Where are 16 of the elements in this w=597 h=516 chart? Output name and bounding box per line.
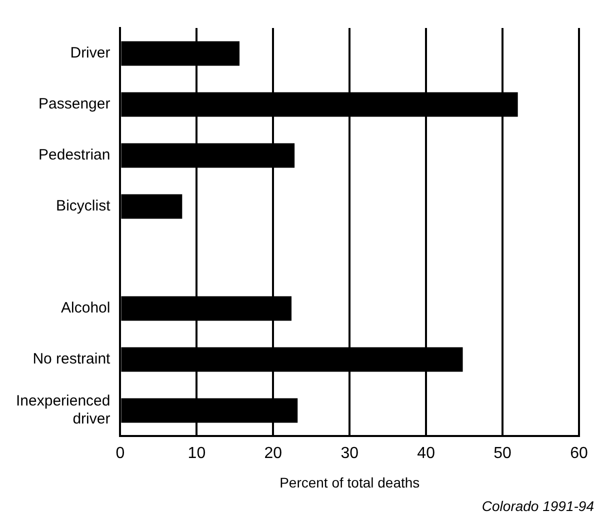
- y-tick-label: No restraint: [32, 350, 112, 368]
- x-tick-label: 50: [494, 445, 512, 462]
- x-tick-label: 20: [264, 445, 282, 462]
- y-tick-label: Driver: [70, 44, 110, 62]
- y-tick-label: Inexperienced driver: [16, 392, 110, 428]
- x-tick-label: 10: [188, 445, 206, 462]
- x-tick-label: 60: [570, 445, 588, 462]
- x-axis-title: Percent of total deaths: [280, 474, 420, 490]
- y-tick-label: Alcohol: [61, 300, 110, 317]
- x-tick-label: 40: [417, 445, 436, 462]
- y-tick-label: Passenger: [38, 96, 110, 113]
- y-tick-label: Pedestrian: [38, 146, 110, 164]
- y-tick-label: Bicyclist: [56, 198, 112, 215]
- text: Colorado 1991-94: [482, 498, 594, 514]
- x-tick-label: 30: [340, 445, 359, 462]
- x-tick-label: 0: [116, 445, 125, 462]
